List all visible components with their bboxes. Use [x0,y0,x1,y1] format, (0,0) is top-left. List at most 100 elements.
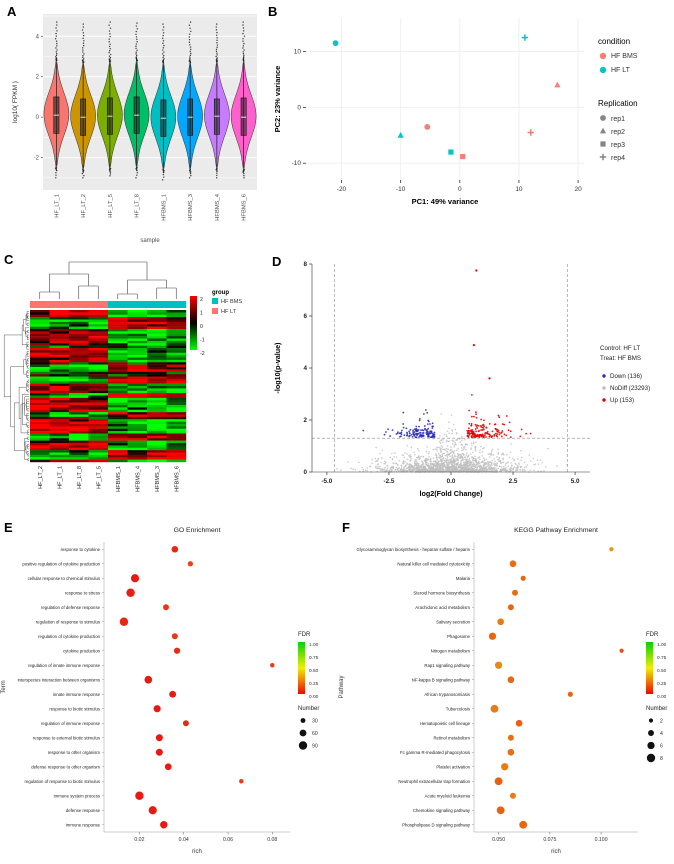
svg-text:response to external biotic st: response to external biotic stimulus [33,735,100,740]
svg-text:HF BMS: HF BMS [611,53,638,60]
svg-text:4: 4 [36,34,40,40]
svg-text:rep3: rep3 [611,142,625,149]
svg-text:0.75: 0.75 [309,655,319,661]
svg-text:2: 2 [200,297,203,303]
svg-text:Malaria: Malaria [456,576,471,581]
svg-text:Down (136): Down (136) [610,373,642,380]
svg-text:HF_LT_1: HF_LT_1 [54,194,60,218]
svg-text:regulation of response to biot: regulation of response to biotic stimulu… [25,779,100,784]
svg-text:PC1: 49% variance: PC1: 49% variance [412,197,479,206]
svg-text:Neutrophil extracellular trap: Neutrophil extracellular trap formation [398,779,470,784]
kegg-dotplot-svg: 0.050 0.075 0.100 Glycosaminoglycan biosynt… [339,527,667,855]
svg-text:HFBMS_1: HFBMS_1 [116,466,122,492]
svg-text:Glycosaminoglycan biosynthesis: Glycosaminoglycan biosynthesis - heparan… [357,547,471,552]
svg-text:Hematopoietic cell lineage: Hematopoietic cell lineage [420,721,471,726]
panel-f-letter: F [342,520,350,535]
svg-text:Platelet activation: Platelet activation [436,764,470,769]
svg-text:4: 4 [660,731,663,737]
svg-text:response to stress: response to stress [65,590,100,595]
svg-text:HFBMS_1: HFBMS_1 [161,194,167,221]
svg-text:Treat: HF BMS: Treat: HF BMS [600,355,641,362]
svg-text:Acute myeloid leukemia: Acute myeloid leukemia [425,793,471,798]
svg-text:interspecies interaction betwe: interspecies interaction between organis… [18,677,100,682]
svg-text:HF_LT_8: HF_LT_8 [77,466,83,489]
svg-text:8: 8 [660,756,663,762]
panel-a-letter: A [7,4,17,19]
svg-text:-log10(p-value): -log10(p-value) [273,342,282,394]
svg-text:Up (153): Up (153) [610,397,634,404]
svg-text:-10: -10 [396,186,406,193]
svg-text:Steroid hormone biosynthesis: Steroid hormone biosynthesis [413,590,470,595]
svg-text:0: 0 [200,324,203,330]
svg-text:cytokine production: cytokine production [63,648,101,653]
svg-text:-10: -10 [292,160,302,167]
svg-text:Replication: Replication [598,99,638,108]
svg-text:0.00: 0.00 [657,694,667,700]
svg-text:0.25: 0.25 [309,681,319,687]
svg-text:log10( FPKM ): log10( FPKM ) [12,81,19,123]
svg-text:-2: -2 [200,351,205,357]
svg-text:HFBMS_4: HFBMS_4 [215,193,221,221]
panel-c-heatmap: C HF_LT_2 HF_LT_1 HF_LT_8 HF_LT_5 HFBMS_1 HFB… [0,250,246,516]
svg-text:1: 1 [200,311,203,317]
svg-text:6: 6 [303,313,307,320]
svg-text:Retinol metabolism: Retinol metabolism [433,735,470,740]
panel-c-letter: C [4,252,14,267]
svg-text:positive regulation of cytokin: positive regulation of cytokine producti… [22,561,100,566]
svg-text:2: 2 [36,75,40,81]
svg-text:regulation of immune response: regulation of immune response [41,721,101,726]
svg-text:rep4: rep4 [611,155,625,162]
svg-text:regulation of cytokine product: regulation of cytokine production [38,634,100,639]
svg-text:0.06: 0.06 [223,837,233,843]
svg-text:6: 6 [660,744,663,750]
svg-text:1.00: 1.00 [657,642,667,648]
panel-b-pca: B -20 -10 0 10 20 -10 0 10 PC1: 49% variance PC2:… [266,4,674,236]
svg-text:-5.0: -5.0 [321,478,332,485]
svg-text:30: 30 [312,719,318,725]
panel-e-go-enrichment: E 0.02 0.04 0.06 0.08 response to cytokine po… [0,518,336,864]
svg-text:-20: -20 [337,186,347,193]
svg-text:1.00: 1.00 [309,642,319,648]
svg-text:innate immune response: innate immune response [53,692,101,697]
svg-text:regulation of innate immune re: regulation of innate immune response [28,663,101,668]
svg-text:Number: Number [646,706,667,712]
svg-text:HF_LT_5: HF_LT_5 [108,194,114,218]
svg-text:0: 0 [458,186,462,193]
svg-text:rep1: rep1 [611,116,625,123]
volcano-plot-svg: -5.0 -2.5 0.0 2.5 5.0 0 2 4 6 8 log2(Fold Change) -… [273,261,650,498]
svg-text:-1: -1 [200,338,205,344]
svg-text:log2(Fold Change): log2(Fold Change) [419,489,483,498]
svg-text:FDR: FDR [646,632,659,638]
svg-text:0: 0 [36,115,40,121]
svg-text:Term: Term [1,680,7,693]
svg-text:0.25: 0.25 [657,681,667,687]
svg-text:2: 2 [303,417,307,424]
svg-text:0.0: 0.0 [447,478,456,485]
svg-text:Fc gamma R-mediated phagocytos: Fc gamma R-mediated phagocytosis [400,750,470,755]
svg-text:HFBMS_3: HFBMS_3 [155,466,161,492]
svg-text:0.00: 0.00 [309,694,319,700]
svg-text:HF_LT_2: HF_LT_2 [38,466,44,489]
svg-text:Phospholipase D signaling path: Phospholipase D signaling pathway [402,822,471,827]
svg-text:HFBMS_6: HFBMS_6 [242,194,248,221]
svg-text:Phagosome: Phagosome [447,634,471,639]
svg-text:NF-kappa B signaling pathway: NF-kappa B signaling pathway [412,677,471,682]
svg-text:Control: HF LT: Control: HF LT [600,345,640,352]
svg-text:HFBMS_6: HFBMS_6 [174,466,180,492]
svg-text:10: 10 [294,49,302,56]
svg-text:Tuberculosis: Tuberculosis [446,706,470,711]
svg-text:response to cytokine: response to cytokine [61,547,101,552]
svg-text:2.5: 2.5 [509,478,518,485]
svg-text:4: 4 [303,365,307,372]
svg-text:KEGG Pathway Enrichment: KEGG Pathway Enrichment [514,527,598,534]
svg-text:defense response: defense response [66,808,101,813]
svg-text:0: 0 [303,469,307,476]
svg-text:immune response: immune response [66,822,101,827]
svg-text:response to biotic stimulus: response to biotic stimulus [49,706,100,711]
panel-a-violin: A -2 0 2 4 HF_LT_1 HF_LT_2 HF_LT_5 HF_LT_8 HFBMS… [5,4,263,250]
panel-d-volcano: D -5.0 -2.5 0.0 2.5 5.0 0 2 4 6 8 log2(Fold Change… [266,250,674,514]
svg-text:Chemokine signaling pathway: Chemokine signaling pathway [413,808,471,813]
svg-text:Salivary secretion: Salivary secretion [436,619,471,624]
svg-text:HFBMS_3: HFBMS_3 [188,194,194,221]
svg-text:8: 8 [303,261,307,268]
